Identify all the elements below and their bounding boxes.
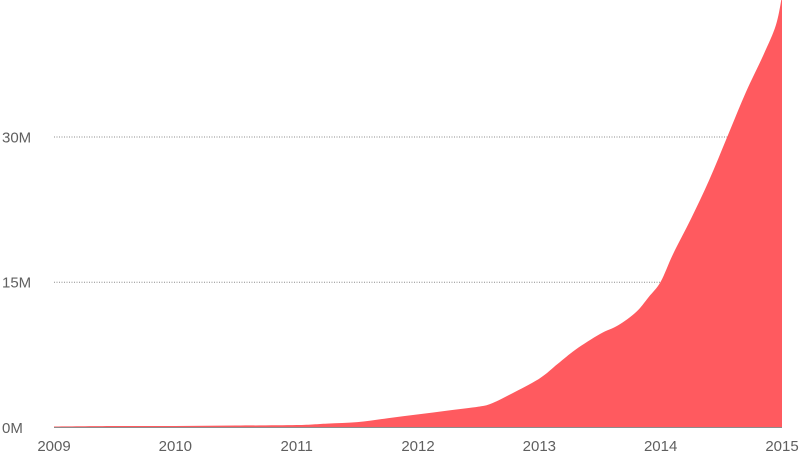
y-tick-label: 15M xyxy=(2,275,31,292)
y-axis-ticks: 0M 15M 30M xyxy=(2,129,31,437)
y-tick-label: 0M xyxy=(2,420,23,437)
x-tick-label: 2009 xyxy=(37,438,70,455)
x-tick-label: 2013 xyxy=(523,438,556,455)
x-tick-label: 2011 xyxy=(281,438,313,455)
x-tick-label: 2014 xyxy=(644,438,677,455)
x-axis-ticks: 2009 2010 2011 2012 2013 2014 2015 xyxy=(37,438,798,455)
series-area xyxy=(54,0,782,427)
x-tick-label: 2012 xyxy=(401,438,434,455)
x-tick-label: 2010 xyxy=(159,438,192,455)
y-tick-label: 30M xyxy=(2,129,31,146)
x-tick-label: 2015 xyxy=(765,438,798,455)
